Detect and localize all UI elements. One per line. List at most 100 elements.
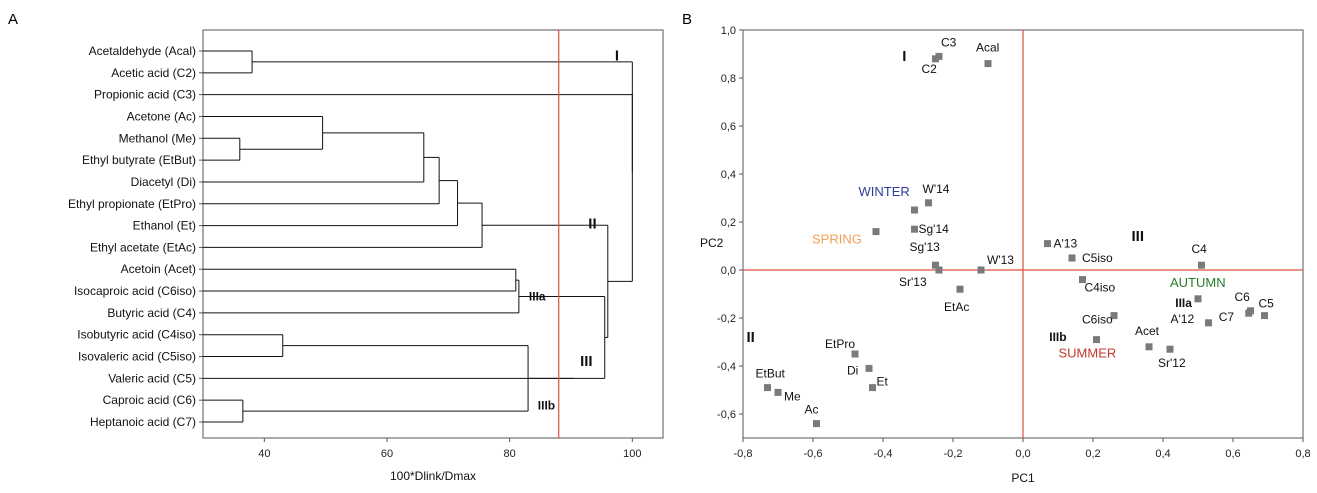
pca-point-marker (774, 388, 782, 396)
pca-y-tick-label: -0,6 (717, 409, 736, 421)
pca-point-label: W'14 (923, 182, 950, 196)
dendrogram-cluster-label: II (588, 215, 596, 232)
pca-point-label: C3 (941, 35, 957, 49)
pca-scatter-panel: -0,8 -0,6 -0,4 -0,2 0,0 0,2 0,4 0,6 0,8 -0,6 -0,4 -… (700, 25, 1311, 485)
pca-point-label: A'12 (1171, 312, 1195, 326)
pca-point-marker (935, 266, 943, 274)
dendrogram-x-tick-label: 60 (381, 448, 393, 460)
pca-point-marker (869, 384, 876, 392)
pca-point-marker (1093, 336, 1100, 344)
pca-point-label: SUMMER (1059, 346, 1117, 361)
pca-group-label: II (747, 329, 755, 346)
pca-x-tick-label: 0,8 (1295, 448, 1310, 460)
pca-point-label: WINTER (859, 184, 910, 199)
pca-point-marker (925, 199, 932, 207)
pca-point-marker (911, 225, 918, 233)
dendrogram-cluster-label: III (580, 353, 593, 370)
pca-x-tick-label: 0,0 (1015, 448, 1030, 460)
pca-y-axis-title: PC2 (700, 236, 724, 250)
dendrogram-leaf-label: Ethyl butyrate (EtBut) (82, 153, 196, 167)
pca-point-label: Sg'14 (919, 222, 950, 236)
dendrogram-leaf-label: Acetoin (Acet) (121, 262, 196, 276)
dendrogram-leaf-label: Acetic acid (C2) (111, 66, 196, 80)
pca-point-marker (984, 60, 992, 68)
pca-point-marker (865, 364, 873, 372)
pca-point-label: C5 (1259, 297, 1275, 311)
dendrogram-leaf-label: Isobutyric acid (C4iso) (77, 328, 196, 342)
dendrogram-x-tick-label: 40 (258, 448, 270, 460)
pca-x-axis-title: PC1 (1011, 471, 1035, 485)
dendrogram-leaf-label: Diacetyl (Di) (131, 175, 196, 189)
pca-point-label: Di (847, 363, 858, 377)
pca-y-tick-label: 0,2 (721, 217, 736, 229)
pca-point-label: C4iso (1085, 281, 1116, 295)
pca-point-label: C7 (1219, 310, 1235, 324)
dendrogram-x-axis-title: 100*Dlink/Dmax (390, 469, 476, 483)
pca-point-label: SPRING (812, 232, 862, 247)
dendrogram-leaf-label: Caproic acid (C6) (103, 393, 196, 407)
pca-y-tick-label: 0,6 (721, 121, 736, 133)
pca-point-label: Me (784, 389, 801, 403)
pca-x-tick-label: 0,6 (1225, 448, 1240, 460)
dendrogram-leaf-label: Ethyl acetate (EtAc) (90, 240, 196, 254)
pca-point-marker (1068, 254, 1076, 262)
pca-y-tick-label: 0,8 (721, 73, 736, 85)
pca-group-label: IIIa (1175, 296, 1192, 310)
pca-x-tick-label: 0,4 (1155, 448, 1170, 460)
dendrogram-leaf-label: Acetaldehyde (Acal) (89, 44, 196, 58)
pca-group-label: III (1132, 228, 1145, 245)
pca-point-label: EtAc (944, 300, 969, 314)
pca-point-marker (956, 285, 964, 293)
dendrogram-frame (202, 29, 664, 439)
dendrogram-cluster-label: IIIb (538, 399, 555, 413)
panel-b-letter: B (682, 11, 692, 28)
pca-point-label: Sr'13 (899, 275, 927, 289)
dendrogram-x-tick-label: 100 (623, 448, 641, 460)
pca-x-tick-label: 0,2 (1085, 448, 1100, 460)
pca-point-label: Acet (1135, 324, 1160, 338)
pca-point-label: Ac (805, 403, 819, 417)
pca-point-label: C2 (922, 62, 938, 76)
pca-y-tick-label: 0,4 (721, 169, 736, 181)
dendrogram-x-tick-label: 80 (504, 448, 516, 460)
pca-point-label: Et (877, 375, 889, 389)
pca-y-tick-label: -0,4 (717, 361, 736, 373)
pca-point-marker (872, 228, 880, 236)
pca-point-marker (1205, 319, 1212, 327)
pca-group-label: IIIb (1049, 330, 1066, 344)
dendrogram-leaf-label: Propionic acid (C3) (94, 88, 196, 102)
dendrogram-leaf-label: Ethanol (Et) (133, 219, 196, 233)
dendrogram-cluster-label: IIIa (529, 289, 546, 303)
pca-point-marker (932, 261, 939, 269)
pca-y-tick-label: 1,0 (721, 25, 736, 37)
pca-point-marker (1166, 345, 1174, 353)
dendrogram-leaf-label: Valeric acid (C5) (108, 371, 196, 385)
pca-point-marker (1110, 312, 1118, 320)
dendrogram-leaf-label: Heptanoic acid (C7) (90, 415, 196, 429)
pca-point-label: C4 (1192, 242, 1208, 256)
pca-point-marker (813, 420, 820, 428)
dendrogram-cluster-label: I (615, 47, 619, 64)
dendrogram-leaf-label: Acetone (Ac) (127, 109, 196, 123)
pca-point-label: C5iso (1082, 251, 1113, 265)
pca-group-label: I (902, 48, 906, 65)
pca-point-label: Sg'13 (910, 240, 941, 254)
pca-y-tick-label: -0,2 (717, 313, 736, 325)
pca-x-tick-label: -0,6 (804, 448, 823, 460)
pca-point-marker (1245, 309, 1253, 317)
pca-point-marker (1145, 343, 1153, 351)
pca-x-tick-label: -0,8 (734, 448, 753, 460)
pca-point-marker (977, 266, 985, 274)
pca-y-tick-label: 0,0 (721, 265, 736, 277)
pca-point-marker (764, 384, 771, 392)
pca-point-label: Acal (976, 41, 999, 55)
pca-point-label: EtPro (825, 337, 855, 351)
pca-point-label: Sr'12 (1158, 356, 1186, 370)
panel-a-letter: A (8, 11, 18, 28)
pca-point-marker (1261, 312, 1268, 320)
pca-point-marker (1198, 261, 1205, 269)
pca-point-label: C6 (1235, 290, 1251, 304)
dendrogram-leaf-label: Methanol (Me) (119, 131, 196, 145)
pca-x-tick-label: -0,2 (944, 448, 963, 460)
